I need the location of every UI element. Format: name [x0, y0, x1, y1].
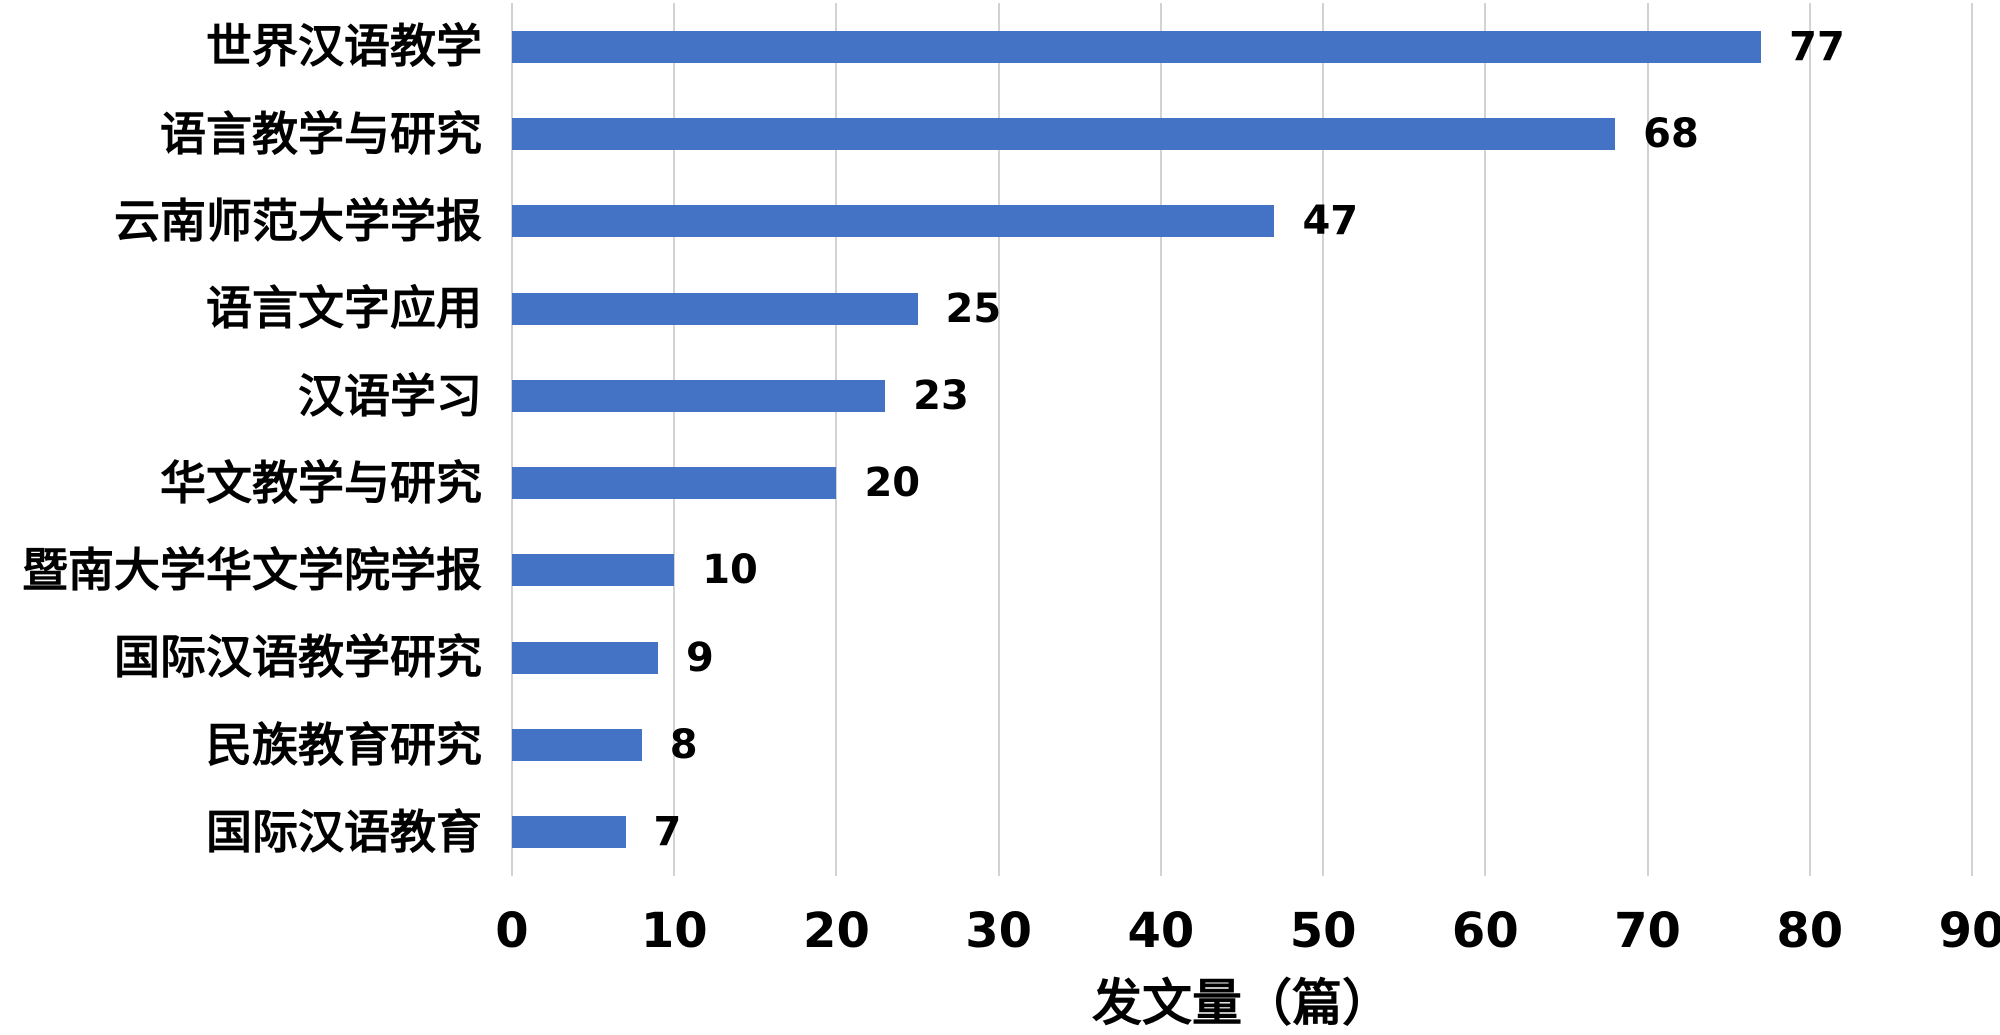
chart-row: 世界汉语教学 77: [0, 3, 1972, 90]
bar: [512, 117, 1616, 150]
bar-track: 77: [512, 3, 1972, 90]
chart-row: 云南师范大学学报 47: [0, 178, 1972, 265]
x-axis-tick-label: 30: [965, 903, 1033, 959]
value-label: 8: [669, 722, 698, 769]
category-label: 暨南大学华文学院学报: [22, 543, 482, 598]
chart-row: 国际汉语教育 7: [0, 789, 1972, 876]
value-label: 25: [945, 285, 1002, 332]
x-axis-tick-label: 70: [1614, 903, 1681, 959]
chart-row: 语言教学与研究 68: [0, 90, 1972, 177]
bar: [512, 729, 642, 762]
bar-track: 7: [512, 789, 1972, 876]
x-axis-tick-label: 20: [803, 903, 870, 959]
category-label: 云南师范大学学报: [114, 193, 482, 248]
x-axis-tick-label: 60: [1451, 903, 1519, 959]
category-label: 民族教育研究: [206, 717, 482, 772]
bar: [512, 205, 1275, 238]
gridline: [511, 3, 513, 876]
x-axis-tick-label: 80: [1776, 903, 1844, 959]
x-axis-title: 发文量（篇）: [1092, 974, 1392, 1032]
category-label: 国际汉语教学研究: [114, 630, 482, 685]
chart-row: 语言文字应用 25: [0, 265, 1972, 352]
chart-row: 汉语学习 23: [0, 352, 1972, 439]
gridline: [835, 3, 838, 876]
plot-gridlines: [511, 3, 1973, 876]
bar: [512, 641, 658, 674]
bar-track: 9: [512, 614, 1972, 701]
chart-row: 暨南大学华文学院学报 10: [0, 527, 1972, 614]
value-label: 10: [702, 547, 758, 594]
bar: [512, 379, 886, 412]
chart-row: 国际汉语教学研究 9: [0, 614, 1972, 701]
bar-track: 23: [512, 352, 1972, 439]
x-axis-tick-label: 40: [1127, 903, 1195, 959]
chart-row: 华文教学与研究 20: [0, 439, 1972, 526]
bar: [512, 30, 1762, 63]
x-axis-tick-label: 50: [1289, 903, 1357, 959]
gridline: [1159, 3, 1162, 876]
bar-track: 68: [512, 90, 1972, 177]
bar: [512, 292, 918, 325]
x-axis-tick-label: 0: [495, 903, 529, 959]
category-label: 国际汉语教育: [206, 805, 482, 860]
x-axis-tick-label: 10: [640, 903, 708, 959]
bar-track: 47: [512, 178, 1972, 265]
value-label: 77: [1789, 23, 1845, 70]
bar: [512, 467, 837, 500]
gridline: [1971, 3, 1973, 876]
value-label: 9: [686, 634, 714, 681]
value-label: 47: [1302, 198, 1359, 245]
category-label: 世界汉语教学: [206, 19, 482, 74]
bar-track: 20: [512, 439, 1972, 526]
chart-rows: 世界汉语教学 77 语言教学与研究 68 云南师范大学学报 47 语言文字应用 25 汉语学习 2…: [0, 3, 1972, 876]
chart-row: 民族教育研究 8: [0, 701, 1972, 788]
value-label: 7: [653, 809, 682, 856]
bar: [512, 554, 675, 587]
category-label: 华文教学与研究: [160, 455, 482, 510]
category-label: 汉语学习: [298, 368, 482, 423]
gridline: [673, 3, 676, 876]
bar-track: 25: [512, 265, 1972, 352]
x-axis-tick-labels: 0 10 20 30 40 50 60 70 80 90: [495, 903, 2000, 961]
gridline: [1484, 3, 1487, 876]
value-label: 20: [864, 460, 921, 507]
gridline: [1808, 3, 1811, 876]
bar: [512, 816, 626, 849]
gridline: [997, 3, 1000, 876]
gridline: [1322, 3, 1325, 876]
value-label: 68: [1643, 110, 1699, 157]
x-axis-tick-label: 90: [1938, 903, 2000, 959]
value-label: 23: [913, 372, 969, 419]
category-label: 语言教学与研究: [160, 106, 482, 161]
bar-track: 8: [512, 701, 1972, 788]
category-label: 语言文字应用: [206, 281, 482, 336]
gridline: [1646, 3, 1649, 876]
bar-track: 10: [512, 527, 1972, 614]
